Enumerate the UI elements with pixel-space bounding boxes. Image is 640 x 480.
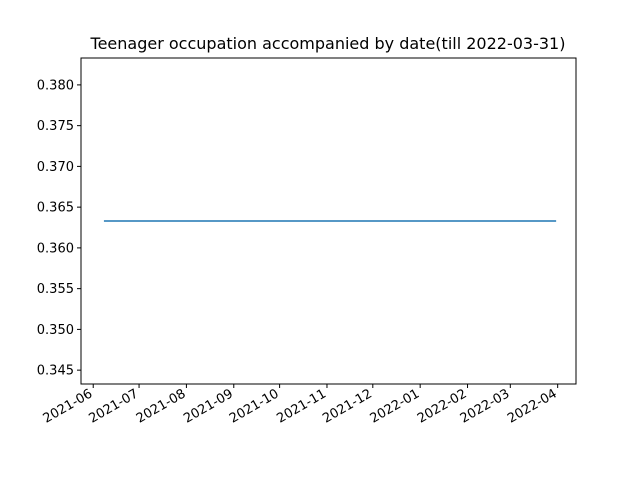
y-tick-label: 0.360	[37, 241, 74, 256]
y-tick-label: 0.355	[37, 282, 74, 297]
y-tick-label: 0.370	[37, 160, 74, 175]
x-axis: 2021-062021-072021-082021-092021-102021-…	[41, 384, 560, 427]
plot-area-frame	[80, 57, 577, 385]
y-tick-label: 0.380	[37, 78, 74, 93]
x-tick-label: 2022-04	[505, 386, 560, 426]
y-tick-label: 0.345	[37, 364, 74, 379]
x-tick-label: 2021-09	[181, 386, 236, 426]
x-tick-label: 2022-03	[458, 386, 513, 426]
x-tick-label: 2021-10	[227, 386, 282, 426]
x-tick-label: 2021-11	[274, 386, 329, 426]
x-tick-label: 2021-12	[320, 386, 375, 426]
x-tick-label: 2021-08	[134, 386, 189, 426]
x-tick-label: 2022-01	[368, 386, 423, 426]
y-tick-label: 0.375	[37, 119, 74, 134]
y-tick-label: 0.350	[37, 323, 74, 338]
y-axis: 0.345 0.350 0.355 0.360 0.365 0.370 0.375 0.380	[37, 78, 81, 379]
x-tick-label: 2021-07	[87, 386, 142, 426]
chart-title: Teenager occupation accompanied by date(…	[90, 34, 566, 53]
y-tick-label: 0.365	[37, 201, 74, 216]
x-tick-label: 2021-06	[41, 386, 96, 426]
